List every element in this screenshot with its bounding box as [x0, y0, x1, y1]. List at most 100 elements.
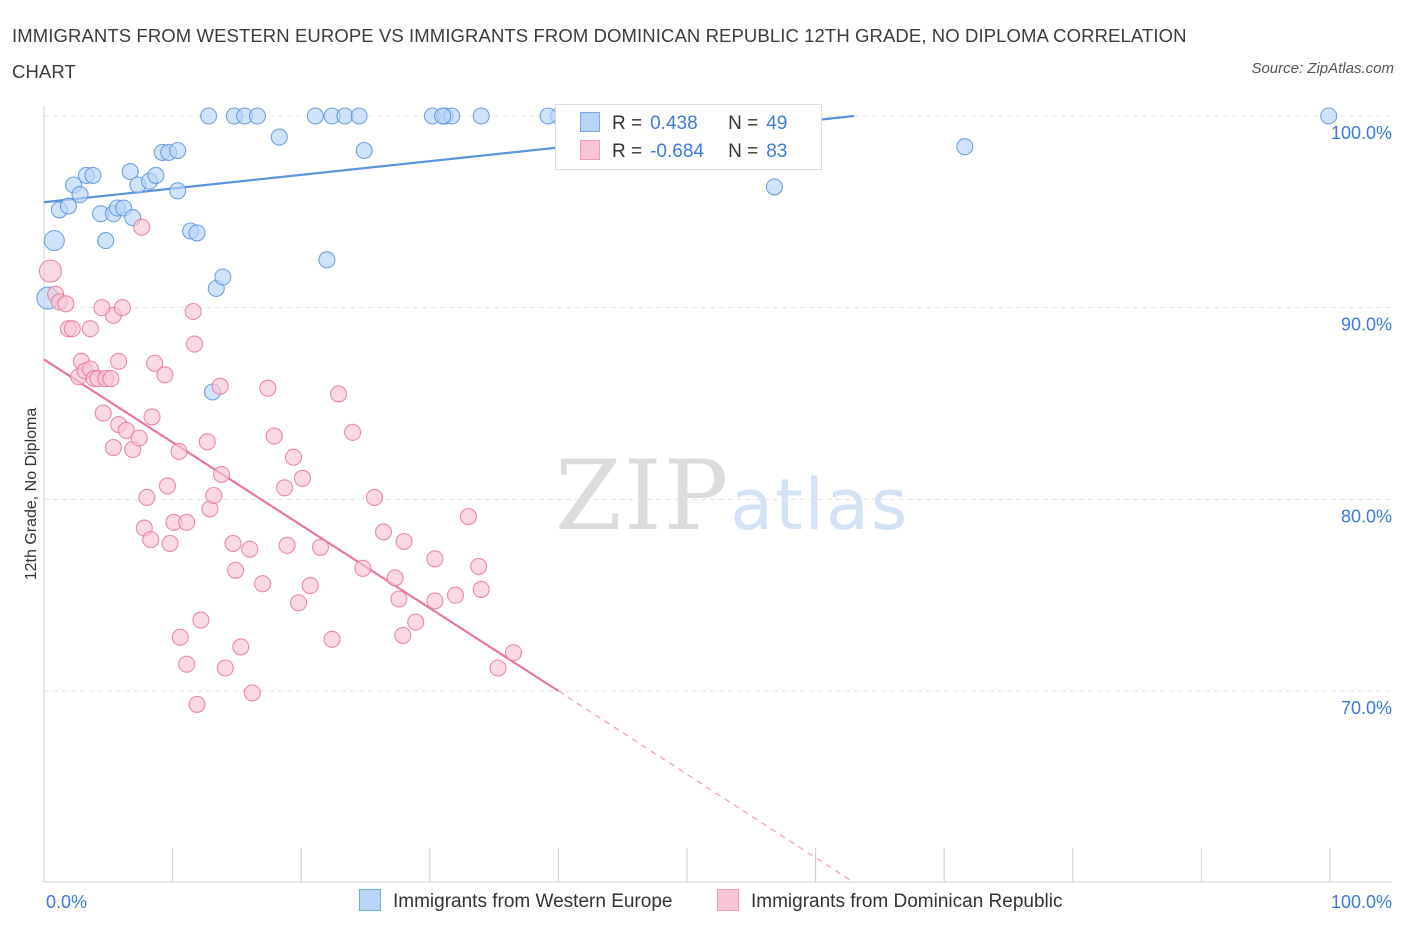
point-dominican-republic	[63, 320, 81, 338]
point-dominican-republic	[386, 569, 404, 587]
point-dominican-republic	[472, 580, 490, 598]
point-dominican-republic	[205, 486, 223, 505]
y-axis-title: 12th Grade, No Diploma	[23, 408, 40, 581]
point-dominican-republic	[489, 659, 507, 677]
point-dominican-republic	[192, 611, 210, 629]
bottom-legend-label-dominican-republic: Immigrants from Dominican Republic	[751, 891, 1063, 912]
point-dominican-republic	[211, 377, 229, 395]
point-dominican-republic	[104, 439, 122, 457]
point-dominican-republic	[224, 534, 242, 552]
point-western-europe	[59, 197, 77, 215]
point-dominican-republic	[161, 534, 179, 552]
source-credit: Source: ZipAtlas.com	[1251, 60, 1394, 77]
point-dominican-republic	[117, 421, 135, 439]
point-dominican-republic	[259, 379, 277, 397]
legend-swatch-western-europe	[580, 112, 600, 132]
point-dominican-republic	[178, 655, 196, 673]
tick-labels: 70.0% 80.0% 90.0% 100.0% 0.0% 100.0%	[46, 123, 1392, 912]
chart-title: IMMIGRANTS FROM WESTERN EUROPE VS IMMIGR…	[12, 25, 1187, 82]
point-dominican-republic	[188, 695, 206, 713]
point-western-europe	[318, 251, 336, 269]
point-dominican-republic	[459, 508, 477, 526]
point-western-europe	[97, 232, 115, 250]
bottom-legend-western-europe: Immigrants from Western Europe	[359, 889, 672, 915]
point-dominican-republic	[102, 370, 120, 388]
legend-n-value: 49	[766, 113, 788, 134]
legend-swatch-dominican-republic	[580, 140, 600, 160]
point-western-europe	[248, 107, 267, 125]
bottom-legend-swatch-dominican-republic	[717, 889, 739, 911]
point-dominican-republic	[232, 638, 250, 656]
point-dominican-republic	[227, 561, 245, 579]
point-dominican-republic	[198, 433, 216, 451]
grid	[44, 115, 1392, 692]
legend-n-label: N =	[728, 141, 759, 162]
point-dominican-republic	[143, 408, 161, 426]
point-dominican-republic	[504, 644, 522, 662]
point-western-europe	[539, 107, 557, 125]
legend-r-value: 0.438	[650, 113, 698, 134]
point-western-europe	[1320, 107, 1338, 125]
legend-n-label: N =	[728, 113, 759, 134]
point-western-europe	[147, 166, 165, 184]
y-tick-label: 70.0%	[1341, 698, 1392, 718]
bottom-legend-label-western-europe: Immigrants from Western Europe	[393, 891, 673, 912]
point-dominican-republic	[185, 335, 204, 353]
point-western-europe	[121, 163, 139, 181]
point-dominican-republic	[329, 385, 348, 403]
point-dominican-republic	[146, 354, 164, 372]
point-western-europe	[434, 107, 452, 125]
point-dominican-republic	[395, 532, 413, 551]
legend-row-western-europe: R = 0.438 N = 49	[580, 112, 787, 136]
legend-r-label: R =	[612, 113, 643, 134]
point-dominican-republic	[323, 630, 341, 648]
point-dominican-republic	[142, 531, 160, 549]
point-western-europe	[169, 141, 187, 160]
point-dominican-republic	[426, 592, 444, 610]
point-dominican-republic	[390, 590, 408, 608]
point-dominican-republic	[290, 594, 308, 612]
point-dominican-republic	[407, 613, 425, 631]
y-tick-label: 100.0%	[1331, 123, 1392, 143]
legend-row-dominican-republic: R = -0.684 N = 83	[580, 140, 787, 164]
point-dominican-republic	[212, 465, 231, 483]
point-dominican-republic	[113, 299, 131, 317]
legend-n-value: 83	[766, 141, 788, 162]
point-dominican-republic	[138, 488, 156, 506]
point-dominican-republic	[81, 320, 99, 338]
point-dominican-republic	[365, 488, 384, 506]
point-dominican-republic	[156, 366, 174, 384]
point-dominican-republic	[94, 404, 112, 422]
point-dominican-republic	[394, 626, 412, 644]
data-points	[36, 107, 1338, 713]
point-dominican-republic	[130, 429, 148, 447]
legend-r-value: -0.684	[650, 141, 704, 162]
point-dominican-republic	[470, 557, 488, 575]
point-dominican-republic	[374, 523, 393, 541]
trend-extension-dominican-republic	[558, 690, 855, 884]
point-dominican-republic	[178, 513, 196, 531]
point-western-europe	[306, 107, 324, 125]
point-western-europe	[43, 230, 65, 252]
point-dominican-republic	[38, 259, 62, 283]
bottom-legend-swatch-western-europe	[359, 889, 381, 911]
point-dominican-republic	[446, 586, 465, 604]
point-dominican-republic	[311, 538, 330, 556]
correlation-legend: R = 0.438 N = 49 R = -0.684 N = 83	[555, 104, 822, 170]
point-dominican-republic	[93, 299, 111, 317]
point-western-europe	[200, 107, 218, 125]
y-tick-label: 80.0%	[1341, 506, 1392, 526]
point-western-europe	[355, 141, 373, 160]
x-tick-label: 0.0%	[46, 892, 87, 912]
watermark-zip: ZIP	[555, 440, 731, 552]
legend-r-label: R =	[612, 141, 643, 162]
point-western-europe	[472, 107, 490, 125]
watermark-atlas: atlas	[730, 464, 910, 546]
point-western-europe	[765, 178, 783, 196]
point-western-europe	[270, 128, 288, 146]
point-dominican-republic	[110, 352, 128, 370]
point-western-europe	[188, 224, 206, 242]
y-tick-label: 90.0%	[1341, 315, 1392, 335]
point-dominican-republic	[241, 540, 259, 558]
